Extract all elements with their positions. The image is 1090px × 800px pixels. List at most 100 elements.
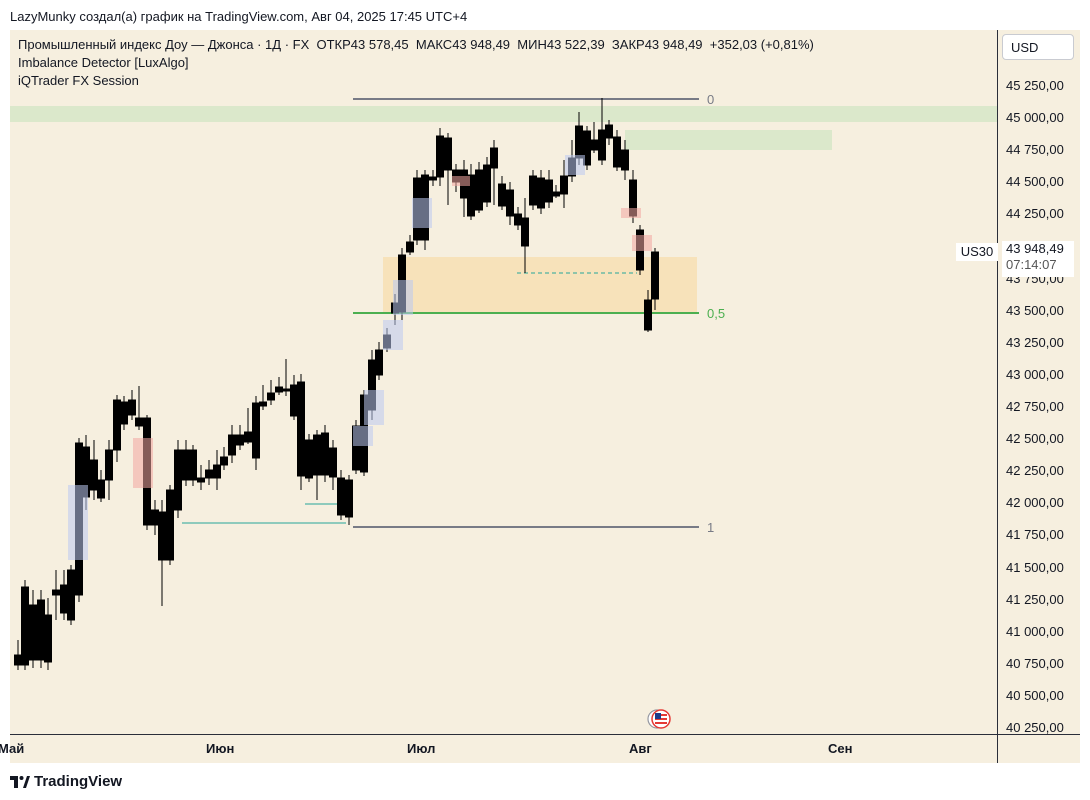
fib-level-1-label: 1 bbox=[707, 520, 715, 535]
imbalance-highlight bbox=[412, 198, 432, 228]
price-axis-tick: 44 500,00 bbox=[1006, 174, 1064, 190]
indicator-imbalance-detector[interactable]: Imbalance Detector [LuxAlgo] bbox=[18, 55, 189, 70]
bearish-candle bbox=[113, 399, 121, 451]
bearish-candle bbox=[598, 129, 606, 161]
price-axis-tick: 42 750,00 bbox=[1006, 399, 1064, 414]
imbalance-highlight bbox=[353, 426, 373, 446]
bearish-candle bbox=[228, 434, 236, 456]
price-axis-tick: 43 250,00 bbox=[1006, 334, 1064, 350]
bearish-candle bbox=[236, 434, 244, 446]
price-axis-tick: 41 500,00 bbox=[1006, 559, 1064, 575]
bearish-candle bbox=[29, 604, 37, 661]
supply-zone bbox=[625, 130, 832, 150]
supply-zone bbox=[10, 106, 997, 122]
price-axis-tick: 41 750,00 bbox=[1006, 527, 1064, 543]
close-label: ЗАКР bbox=[611, 37, 645, 52]
bearish-candle bbox=[67, 569, 75, 621]
bearish-candle bbox=[90, 459, 98, 491]
bearish-candle bbox=[305, 439, 313, 479]
price-axis-tick: 45 250,00 bbox=[1006, 78, 1064, 93]
bearish-candle bbox=[37, 599, 45, 661]
price-axis-tick: 44 750,00 bbox=[1006, 142, 1064, 158]
currency-selector[interactable]: USD bbox=[1002, 34, 1074, 60]
bearish-candle bbox=[545, 179, 553, 203]
bearish-candle bbox=[282, 388, 290, 392]
bearish-candle bbox=[490, 147, 498, 169]
symbol-tag: US30 bbox=[956, 243, 998, 261]
bearish-candle bbox=[205, 469, 213, 479]
time-axis-tick: Сен bbox=[828, 741, 853, 756]
bar-countdown: 07:14:07 bbox=[1006, 257, 1057, 272]
bearish-candle bbox=[521, 217, 529, 247]
bearish-candle bbox=[158, 511, 166, 561]
close-value: 43 948,49 bbox=[644, 37, 703, 52]
bearish-candle bbox=[552, 191, 560, 197]
bearish-candle bbox=[105, 449, 113, 481]
imbalance-highlight bbox=[393, 280, 413, 315]
bearish-candle bbox=[321, 432, 329, 476]
chart-legend: Промышленный индекс Доу — Джонса · 1Д · … bbox=[18, 36, 814, 90]
bearish-candle bbox=[135, 417, 143, 427]
bearish-candle bbox=[14, 654, 22, 666]
bearish-candle bbox=[252, 402, 260, 459]
fib-level-0-label: 0 bbox=[707, 92, 715, 107]
price-axis-tick: 41 250,00 bbox=[1006, 591, 1064, 607]
bearish-candle bbox=[182, 449, 190, 481]
bearish-candle bbox=[174, 449, 182, 511]
bearish-candle bbox=[375, 349, 383, 376]
us-flag-event-icon[interactable] bbox=[646, 708, 674, 735]
time-axis-tick: Июл bbox=[407, 741, 436, 756]
open-label: ОТКР bbox=[316, 37, 351, 52]
ohlc-row: Промышленный индекс Доу — Джонса · 1Д · … bbox=[18, 36, 814, 54]
footer-brand[interactable]: TradingView bbox=[10, 773, 122, 790]
bearish-candle bbox=[345, 479, 353, 518]
indicator-session[interactable]: iQTrader FX Session bbox=[18, 73, 139, 88]
bearish-candle bbox=[313, 434, 321, 476]
symbol-description[interactable]: Промышленный индекс Доу — Джонса · 1Д · … bbox=[18, 37, 310, 52]
imbalance-highlight bbox=[133, 438, 153, 488]
bearish-candle bbox=[406, 241, 414, 253]
footer-brand-label: TradingView bbox=[34, 773, 123, 790]
price-axis-divider bbox=[997, 30, 998, 763]
bearish-candle bbox=[537, 177, 545, 209]
bearish-candle bbox=[436, 135, 444, 178]
time-axis-tick: Май bbox=[0, 741, 25, 756]
imbalance-highlight bbox=[364, 390, 384, 425]
bearish-candle bbox=[213, 464, 221, 479]
bearish-candle bbox=[444, 137, 452, 171]
fib-level-0.5-label: 0,5 bbox=[707, 306, 726, 321]
time-axis-divider bbox=[10, 734, 1080, 735]
price-plot[interactable] bbox=[10, 30, 997, 763]
bearish-candle bbox=[166, 489, 174, 561]
bearish-candle bbox=[197, 477, 205, 483]
bearish-candle bbox=[21, 586, 29, 666]
low-label: МИН bbox=[517, 37, 547, 52]
imbalance-highlight bbox=[565, 155, 585, 175]
bearish-candle bbox=[613, 136, 621, 168]
candlestick-chart[interactable] bbox=[10, 30, 997, 734]
bearish-candle bbox=[329, 447, 337, 478]
imbalance-highlight bbox=[383, 320, 403, 350]
high-label: МАКС bbox=[415, 37, 453, 52]
imbalance-highlight bbox=[68, 485, 88, 560]
bearish-candle bbox=[290, 384, 298, 417]
low-value: 43 522,39 bbox=[546, 37, 605, 52]
price-axis-tick: 40 750,00 bbox=[1006, 655, 1064, 671]
chart-area[interactable]: Промышленный индекс Доу — Джонса · 1Д · … bbox=[0, 30, 1080, 763]
price-axis-tick: 42 500,00 bbox=[1006, 431, 1064, 447]
time-axis-tick: Авг bbox=[629, 741, 652, 756]
bearish-candle bbox=[483, 164, 491, 203]
price-axis-tick: 42 000,00 bbox=[1006, 495, 1064, 511]
bearish-candle bbox=[297, 381, 305, 477]
bearish-candle bbox=[429, 176, 437, 181]
bearish-candle bbox=[498, 183, 506, 207]
bearish-candle bbox=[575, 125, 583, 159]
bearish-candle bbox=[220, 456, 228, 466]
bearish-candle bbox=[97, 479, 105, 499]
change-value: +352,03 (+0,81%) bbox=[709, 37, 814, 52]
last-price-tag: 43 948,49 07:14:07 bbox=[1002, 241, 1074, 277]
bearish-candle bbox=[128, 399, 136, 416]
bearish-candle bbox=[560, 175, 568, 195]
price-axis-tick: 42 250,00 bbox=[1006, 463, 1064, 479]
bearish-candle bbox=[151, 509, 159, 526]
